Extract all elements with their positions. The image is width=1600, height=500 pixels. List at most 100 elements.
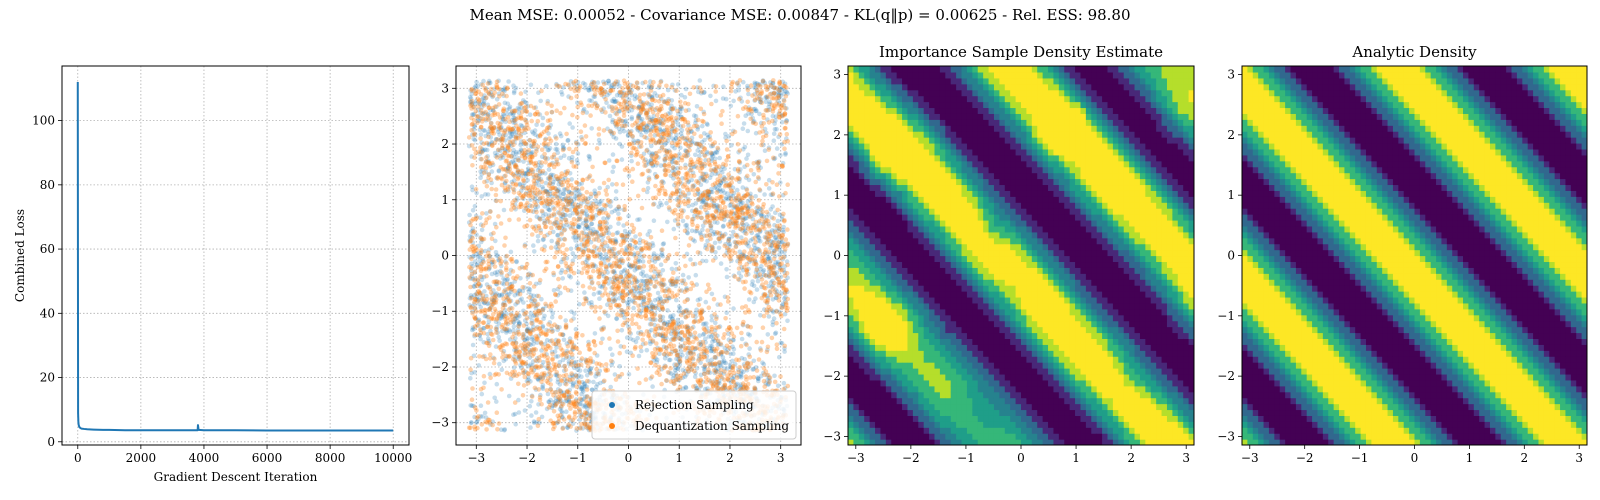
rejection-point (522, 130, 527, 136)
dequantization-point (485, 400, 491, 405)
rejection-point (776, 88, 781, 93)
dequantization-point (775, 207, 780, 213)
rejection-point (489, 141, 495, 146)
rejection-point (508, 134, 513, 139)
dequantization-point (521, 323, 527, 328)
rejection-point (656, 331, 661, 337)
rejection-point (766, 145, 772, 150)
rejection-point (647, 245, 653, 250)
dequantization-point (633, 255, 639, 260)
rejection-point (672, 329, 677, 335)
rejection-point (662, 158, 668, 164)
rejection-point (674, 297, 679, 303)
dequantization-point (738, 343, 744, 349)
dequantization-point (675, 202, 681, 208)
rejection-point (506, 136, 512, 141)
dequantization-point (753, 179, 758, 185)
rejection-point (713, 320, 718, 326)
rejection-point (581, 80, 586, 86)
rejection-point (730, 185, 736, 190)
rejection-point (481, 300, 487, 306)
dequantization-point (683, 263, 688, 269)
rejection-point (717, 381, 722, 386)
rejection-point (649, 85, 654, 90)
rejection-point (765, 332, 771, 337)
dequantization-point (744, 231, 749, 236)
rejection-point (583, 368, 588, 374)
rejection-point (771, 270, 777, 276)
rejection-point (635, 80, 640, 86)
rejection-point (700, 227, 705, 233)
dequantization-point (603, 97, 608, 102)
rejection-point (478, 283, 484, 288)
rejection-point (557, 193, 563, 199)
rejection-point (646, 150, 652, 155)
dequantization-point (496, 421, 502, 426)
rejection-point (493, 250, 499, 255)
rejection-point (615, 230, 621, 235)
rejection-point (775, 383, 781, 389)
rejection-point (772, 271, 777, 277)
rejection-point (773, 114, 779, 119)
dequantization-point (522, 243, 528, 249)
dequantization-point (526, 147, 532, 153)
rejection-point (563, 175, 568, 181)
rejection-point (709, 152, 715, 158)
rejection-point (584, 219, 589, 224)
rejection-point (690, 170, 696, 176)
rejection-point (523, 173, 529, 179)
rejection-point (640, 300, 646, 305)
dequantization-point (609, 263, 615, 269)
rejection-point (545, 202, 551, 208)
rejection-point (504, 111, 510, 117)
rejection-point (557, 382, 563, 387)
dequantization-point (753, 121, 758, 127)
rejection-point (573, 238, 578, 243)
rejection-point (621, 223, 626, 228)
dequantization-point (584, 189, 590, 195)
rejection-point (568, 246, 574, 252)
rejection-point (497, 338, 502, 344)
rejection-point (563, 217, 569, 223)
dequantization-point (679, 329, 685, 335)
rejection-point (658, 116, 663, 122)
rejection-point (762, 251, 768, 256)
rejection-point (539, 170, 545, 176)
rejection-point (755, 89, 760, 94)
rejection-point (622, 267, 628, 273)
rejection-point (505, 354, 511, 359)
rejection-point (561, 153, 567, 158)
rejection-point (760, 79, 766, 84)
rejection-point (494, 279, 500, 284)
dequantization-point (635, 85, 641, 91)
rejection-point (511, 172, 516, 178)
rejection-point (610, 359, 615, 365)
rejection-point (658, 332, 663, 338)
rejection-point (667, 357, 673, 363)
rejection-point (777, 86, 782, 92)
rejection-point (648, 306, 654, 312)
rejection-point (720, 355, 726, 360)
rejection-point (474, 295, 480, 300)
rejection-point (513, 302, 518, 307)
rejection-point (617, 108, 622, 114)
rejection-point (551, 229, 556, 235)
rejection-point (561, 337, 567, 343)
rejection-point (645, 185, 651, 191)
rejection-point (589, 221, 594, 227)
rejection-point (501, 117, 506, 122)
rejection-point (784, 259, 790, 264)
rejection-point (695, 124, 701, 130)
rejection-point (538, 392, 543, 398)
rejection-point (526, 168, 531, 173)
rejection-point (497, 361, 502, 367)
rejection-point (619, 310, 624, 315)
dequantization-point (506, 153, 512, 159)
rejection-point (508, 267, 514, 273)
rejection-point (723, 96, 729, 102)
rejection-point (641, 100, 646, 106)
rejection-point (533, 105, 538, 110)
dequantization-point (516, 381, 521, 387)
rejection-point (688, 129, 694, 134)
rejection-point (745, 360, 751, 366)
